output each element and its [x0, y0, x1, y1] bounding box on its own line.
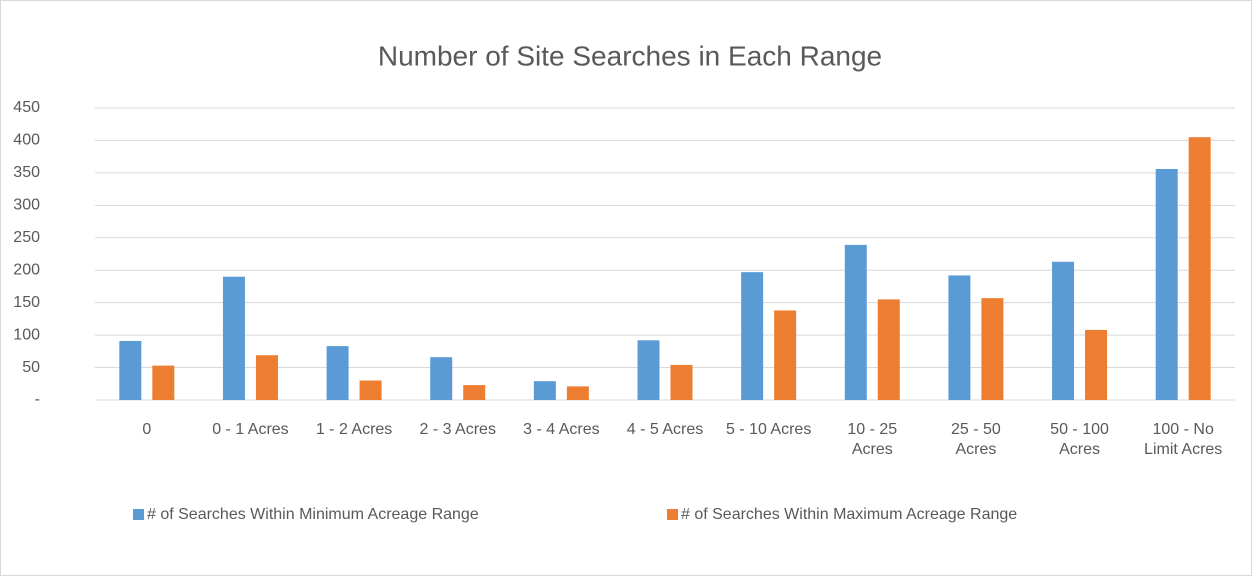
bar [152, 365, 175, 400]
x-tick-label: 5 - 10 Acres [725, 421, 812, 438]
bar [359, 380, 382, 400]
y-tick-label: 100 [13, 326, 40, 343]
y-tick-label: 450 [13, 99, 40, 116]
bar [1155, 168, 1178, 400]
x-tick-label: 100 - No Limit Acres [1144, 421, 1223, 458]
bar [774, 310, 797, 400]
legend-swatch [667, 509, 678, 520]
bar [741, 272, 764, 400]
bar [1188, 137, 1211, 400]
bar [670, 364, 693, 400]
bar [1052, 261, 1075, 400]
x-tick-label: 4 - 5 Acres [626, 421, 704, 438]
bar [637, 340, 660, 400]
legend-label: # of Searches Within Maximum Acreage Ran… [681, 506, 1017, 523]
bar [981, 298, 1004, 400]
y-tick-label: 350 [13, 164, 40, 181]
bar [877, 299, 900, 400]
x-tick-label: 0 - 1 Acres [212, 421, 289, 438]
bar [326, 346, 349, 400]
bar [844, 244, 867, 400]
x-tick-label: 0 [142, 421, 152, 438]
bar [463, 385, 486, 400]
x-tick-label: 3 - 4 Acres [523, 421, 600, 438]
bar [222, 276, 245, 400]
bar [533, 381, 556, 400]
bar [255, 355, 278, 400]
legend-swatch [133, 509, 144, 520]
y-tick-label: - [35, 391, 40, 408]
x-tick-label: 25 - 50 Acres [951, 421, 1001, 458]
x-tick-label: 50 - 100 Acres [1050, 421, 1109, 458]
y-tick-label: 150 [13, 294, 40, 311]
bar [1085, 329, 1108, 400]
chart-title: Number of Site Searches in Each Range [378, 40, 882, 71]
x-tick-label: 10 - 25 Acres [847, 421, 898, 458]
y-tick-label: 400 [13, 132, 40, 149]
y-tick-label: 300 [13, 197, 40, 214]
bar [430, 357, 453, 400]
x-tick-label: 2 - 3 Acres [419, 421, 496, 438]
y-tick-label: 50 [22, 359, 40, 376]
bar [119, 340, 142, 400]
bar [566, 386, 589, 400]
legend-label: # of Searches Within Minimum Acreage Ran… [147, 506, 479, 523]
y-tick-label: 200 [13, 261, 40, 278]
bar [948, 275, 971, 400]
y-tick-label: 250 [13, 229, 40, 246]
x-tick-label: 1 - 2 Acres [315, 421, 393, 438]
